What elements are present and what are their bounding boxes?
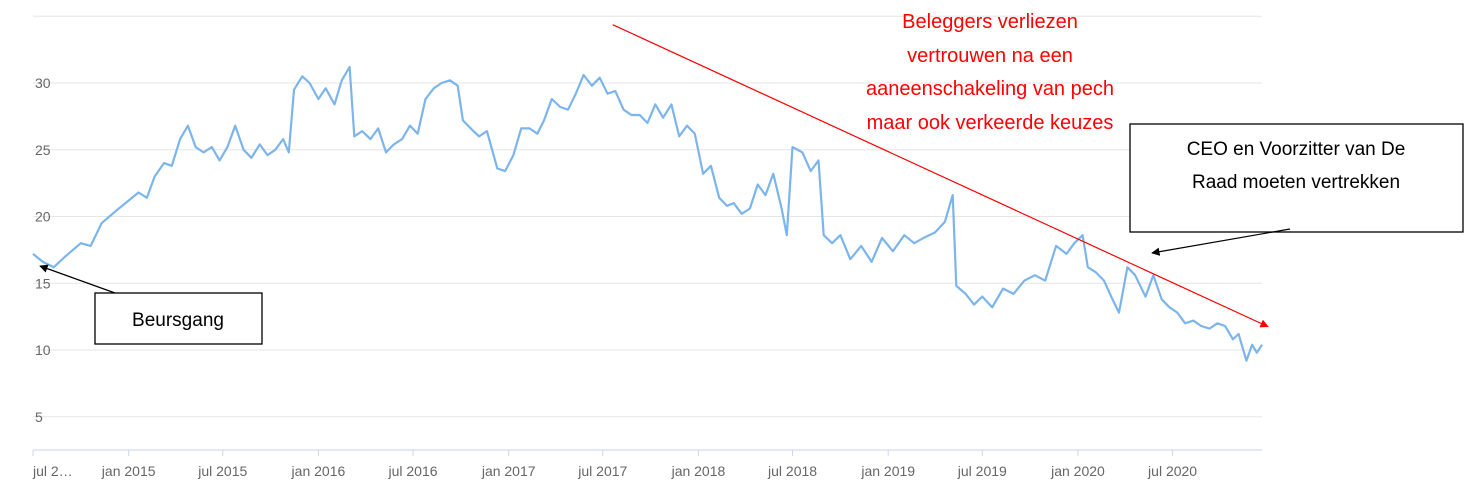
ceo-callout-text-line-2: Raad moeten vertrekken	[1192, 172, 1400, 193]
y-tick-label: 20	[35, 209, 51, 225]
red-annotation-line-2: vertrouwen na een	[907, 45, 1073, 67]
ceo-callout-box	[1129, 123, 1464, 233]
ceo-callout-arrow	[1151, 228, 1291, 256]
y-tick-label: 30	[35, 75, 51, 91]
red-annotation-line-1: Beleggers verliezen	[902, 11, 1078, 33]
x-axis-tick-labels: jul 2… jan 2015 jul 2015 jan 2016 jul 2016 ja…	[32, 450, 1197, 479]
x-tick-label: jan 2015	[101, 463, 156, 479]
y-tick-label: 25	[35, 142, 51, 158]
x-tick-label: jul 2017	[577, 463, 627, 479]
y-tick-label: 15	[35, 275, 51, 291]
ipo-callout-arrow	[39, 264, 116, 294]
x-tick-label: jul 2018	[767, 463, 817, 479]
ipo-callout-box	[94, 292, 263, 345]
x-tick-label: jan 2019	[860, 463, 915, 479]
x-tick-label: jul 2019	[957, 463, 1007, 479]
stock-price-series-line	[32, 65, 1263, 362]
ceo-callout: CEO en Voorzitter van De Raad moeten ver…	[1129, 123, 1464, 256]
x-tick-label: jul 2016	[388, 463, 438, 479]
x-tick-label: jul 2015	[197, 463, 247, 479]
grid-lines	[33, 15, 1262, 451]
red-trend-arrow	[612, 24, 1269, 328]
red-annotation-line-4: maar ook verkeerde keuzes	[867, 112, 1114, 134]
red-annotation-line-3: aaneenschakeling van pech	[866, 78, 1114, 100]
ceo-callout-text-line-1: CEO en Voorzitter van De	[1187, 139, 1406, 160]
y-tick-label: 5	[35, 409, 43, 425]
y-tick-label: 10	[35, 342, 51, 358]
x-tick-label: jul 2020	[1147, 463, 1197, 479]
x-tick-label: jan 2016	[291, 463, 346, 479]
ipo-callout-text: Beursgang	[132, 310, 224, 331]
y-axis-tick-labels: 5 10 15 20 25 30	[35, 75, 51, 425]
red-annotation: Beleggers verliezen vertrouwen na een aa…	[866, 11, 1114, 134]
x-tick-label: jan 2018	[671, 463, 726, 479]
ipo-callout: Beursgang	[39, 264, 263, 345]
x-tick-label: jan 2017	[481, 463, 536, 479]
x-tick-label: jan 2020	[1050, 463, 1105, 479]
x-tick-label: jul 2…	[32, 463, 73, 479]
